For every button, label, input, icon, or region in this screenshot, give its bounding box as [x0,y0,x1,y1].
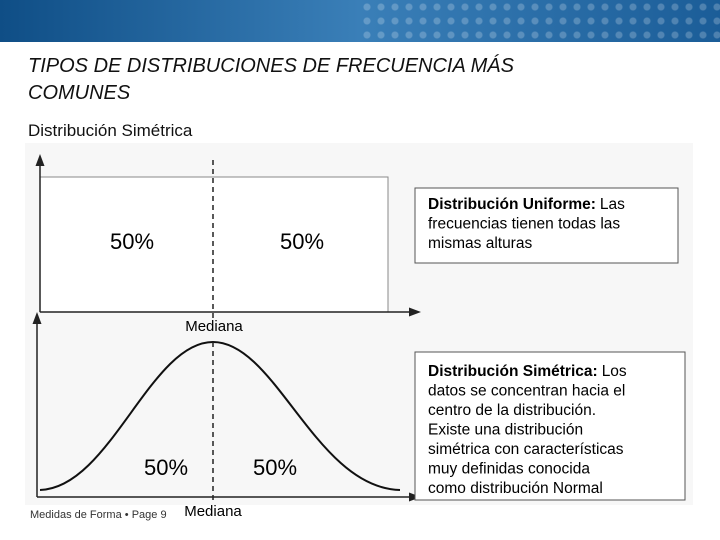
box-line: datos se concentran hacia el [428,383,625,400]
text-box [414,351,686,501]
header-banner [0,0,720,42]
box-line: mismas alturas [428,235,532,252]
half-label: 50% [253,455,297,480]
box-line: Existe una distribución [428,422,583,439]
box-line: Las [600,196,625,213]
half-label: 50% [110,229,154,254]
box-line: Los [602,363,627,380]
box-line: Distribución Uniforme: [428,196,596,213]
page-number: Page 9 [131,509,167,521]
box-line: simétrica con características [428,441,624,458]
box-line: frecuencias tienen todas las [428,216,620,233]
subtitle: Distribución Simétrica [28,121,193,140]
title-line: TIPOS DE DISTRIBUCIONES DE FRECUENCIA MÁ… [28,55,514,77]
footer: Medidas de Forma • Page 9 [30,509,167,521]
box-line: Distribución Simétrica: [428,363,598,380]
box-line: como distribución Normal [428,480,603,497]
footer-text: Medidas de Forma [30,509,122,521]
text-box [414,187,679,264]
uniform-block [39,176,389,313]
footer-separator: • [124,509,129,521]
box-text: Distribución Simétrica: Los datos se conce… [428,363,627,497]
axis-label: Mediana [185,318,243,335]
box-text: Distribución Uniforme: Las frecuencias tie… [428,196,625,252]
half-label: 50% [280,229,324,254]
axis-label: Mediana [184,503,242,520]
box-line: centro de la distribución. [428,402,596,419]
title-line: COMUNES [28,82,131,104]
half-label: 50% [144,455,188,480]
box-line: muy definidas conocida [428,461,590,478]
